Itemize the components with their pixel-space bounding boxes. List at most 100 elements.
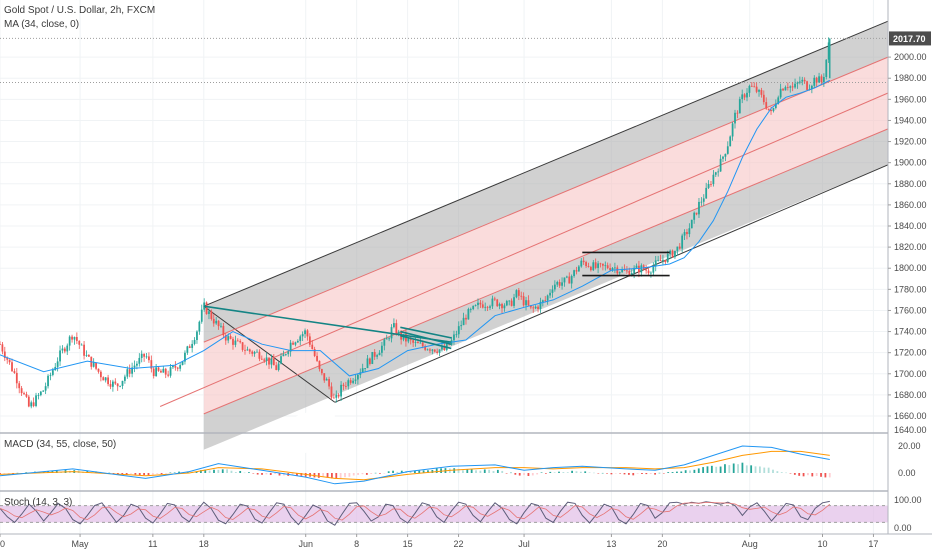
candle-up	[49, 372, 52, 381]
candle-body	[397, 331, 400, 335]
candle-body	[609, 268, 611, 271]
candle-down	[11, 358, 13, 372]
candle-up	[798, 76, 801, 85]
macd-histogram-bar	[676, 471, 678, 473]
candle-body	[719, 158, 722, 172]
candle-body	[222, 325, 225, 336]
candle-body	[71, 336, 73, 340]
macd-histogram-bar	[793, 473, 796, 475]
macd-histogram-bar	[558, 471, 560, 473]
macd-histogram-bar	[776, 471, 779, 473]
ma-legend[interactable]: MA (34, close, 0)	[4, 19, 80, 30]
candle-body	[525, 300, 527, 306]
candle-body	[47, 375, 49, 387]
candle-body	[601, 263, 604, 266]
candle-down	[465, 314, 467, 325]
macd-histogram-bar	[427, 470, 429, 473]
macd-histogram-bar	[514, 473, 517, 475]
candle-body	[78, 340, 81, 345]
candle-up	[220, 322, 222, 328]
macd-histogram-bar	[217, 469, 220, 473]
candle-body	[424, 346, 427, 350]
channel-outer-upper-line	[203, 20, 889, 307]
macd-histogram-bar	[326, 473, 329, 478]
macd-histogram-bar	[278, 473, 281, 476]
macd-histogram-bar	[16, 472, 19, 474]
price-tick-label: 1760.00	[894, 305, 927, 315]
candle-up	[734, 109, 736, 129]
price-tick-label: 1920.00	[894, 137, 927, 147]
candle-body	[594, 262, 597, 268]
symbol-legend[interactable]: Gold Spot / U.S. Dollar, 2h, FXCM	[4, 5, 156, 16]
candle-up	[347, 378, 350, 390]
macd-histogram-bar	[331, 473, 333, 479]
macd-histogram-bar	[488, 469, 491, 473]
macd-legend[interactable]: MACD (34, 55, close, 50)	[4, 439, 117, 450]
candle-down	[587, 262, 590, 268]
candle-body	[393, 323, 395, 328]
candle-body	[520, 295, 523, 297]
candle-body	[304, 330, 306, 335]
candle-body	[589, 266, 592, 271]
candle-up	[61, 345, 64, 354]
candle-body	[56, 361, 59, 367]
candle-body	[760, 89, 763, 95]
candle-down	[306, 329, 309, 341]
candle-body	[186, 346, 189, 353]
candle-body	[532, 307, 535, 309]
candle-body	[369, 358, 371, 364]
time-tick-label: 8	[354, 539, 359, 549]
channel-left-edge	[203, 305, 336, 403]
candle-body	[236, 340, 239, 342]
macd-histogram-bar	[392, 470, 394, 473]
candle-up	[104, 376, 107, 383]
candle-body	[258, 351, 261, 359]
price-tick-label: 1640.00	[894, 425, 927, 435]
macd-histogram-bar	[496, 469, 499, 473]
macd-histogram-bar	[243, 472, 246, 474]
macd-histogram-bar	[780, 472, 783, 473]
candle-body	[349, 380, 352, 383]
macd-pane	[0, 445, 831, 485]
candle-body	[306, 330, 309, 337]
candle-up	[361, 363, 364, 373]
macd-histogram-bar	[269, 473, 272, 475]
candle-body	[806, 81, 808, 90]
candle-down	[481, 300, 484, 309]
candle-up	[556, 280, 559, 287]
macd-histogram-bar	[702, 467, 705, 473]
time-tick-label: Aug	[742, 539, 758, 549]
macd-histogram-bar	[261, 473, 263, 475]
candle-up	[505, 299, 508, 307]
candle-body	[337, 394, 340, 397]
candle-up	[822, 73, 825, 87]
last-price-tag	[889, 31, 931, 46]
candle-body	[561, 282, 563, 286]
channel-band-middle	[203, 57, 888, 414]
candle-up	[772, 107, 775, 113]
macd-histogram-bar	[627, 473, 630, 475]
candle-body	[371, 352, 374, 364]
macd-histogram-bar	[715, 466, 718, 473]
candle-body	[825, 59, 828, 78]
stoch-legend[interactable]: Stoch (14, 3, 3)	[4, 497, 73, 508]
macd-histogram-bar	[741, 462, 744, 473]
candle-body	[652, 266, 655, 273]
macd-histogram-bar	[758, 466, 761, 473]
candle-body	[457, 326, 460, 335]
macd-histogram-bar	[466, 469, 469, 473]
time-tick-label: 20	[657, 539, 667, 549]
candle-up	[378, 350, 381, 356]
macd-histogram-bar	[178, 471, 180, 473]
candle-body	[433, 349, 436, 352]
candle-body	[429, 349, 431, 351]
candle-down	[786, 82, 789, 91]
candle-body	[426, 349, 429, 351]
candle-down	[332, 393, 335, 399]
macd-histogram-bar	[531, 473, 534, 476]
candle-down	[275, 361, 278, 371]
macd-signal-line	[0, 450, 830, 481]
candle-body	[441, 346, 443, 350]
candle-body	[205, 302, 208, 315]
